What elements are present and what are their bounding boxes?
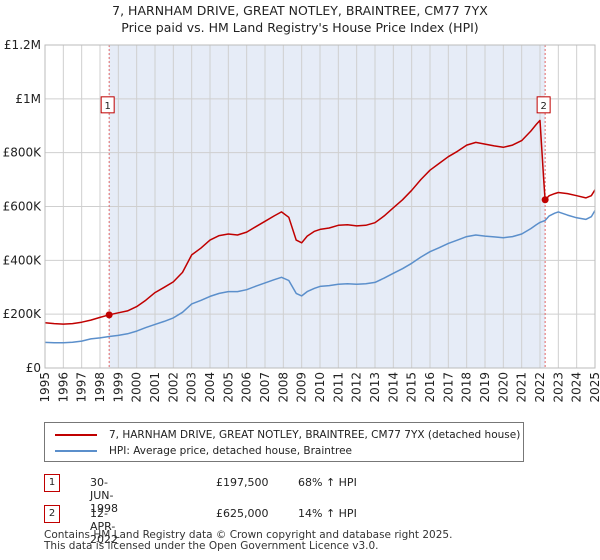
x-tick-label: 2002 — [166, 372, 180, 403]
chart-title-line1: 7, HARNHAM DRIVE, GREAT NOTLEY, BRAINTRE… — [112, 3, 488, 18]
sale-price-2: £625,000 — [216, 507, 269, 520]
x-tick-label: 1997 — [75, 372, 89, 403]
x-tick-label: 1995 — [38, 372, 52, 403]
chart-title-line2: Price paid vs. HM Land Registry's House … — [121, 20, 479, 35]
x-tick-label: 2006 — [240, 372, 254, 403]
sale-2-marker-label: 2 — [540, 101, 546, 112]
sale-hpi-change-2: 14% ↑ HPI — [298, 507, 357, 520]
y-tick-label: £600K — [3, 200, 43, 214]
chart-title: 7, HARNHAM DRIVE, GREAT NOTLEY, BRAINTRE… — [0, 2, 600, 36]
x-tick-label: 2010 — [313, 372, 327, 403]
y-tick-label: £800K — [3, 146, 43, 160]
footer: Contains HM Land Registry data © Crown c… — [44, 530, 452, 552]
y-tick-label: £1.2M — [4, 38, 41, 52]
legend-label-property: 7, HARNHAM DRIVE, GREAT NOTLEY, BRAINTRE… — [109, 429, 521, 441]
x-tick-label: 2016 — [423, 372, 437, 403]
x-tick-label: 2007 — [258, 372, 272, 403]
sale-hpi-change-1: 68% ↑ HPI — [298, 476, 357, 489]
x-tick-label: 2012 — [350, 372, 364, 403]
x-tick-label: 2008 — [276, 372, 290, 403]
x-tick-label: 1998 — [93, 372, 107, 403]
legend: 7, HARNHAM DRIVE, GREAT NOTLEY, BRAINTRE… — [44, 422, 524, 462]
sale-marker-1: 1 — [44, 474, 60, 492]
legend-item-property: 7, HARNHAM DRIVE, GREAT NOTLEY, BRAINTRE… — [55, 428, 520, 442]
sale-date-1: 30-JUN-1998 — [90, 476, 118, 515]
y-tick-label: £0 — [26, 361, 41, 375]
sale-price-1: £197,500 — [216, 476, 269, 489]
x-tick-label: 2022 — [533, 372, 547, 403]
legend-label-hpi: HPI: Average price, detached house, Brai… — [109, 445, 353, 457]
x-tick-label: 2003 — [185, 372, 199, 403]
x-tick-label: 2024 — [570, 372, 584, 403]
x-tick-label: 2019 — [478, 372, 492, 403]
x-tick-label: 2000 — [130, 372, 144, 403]
sale-2-point — [541, 196, 549, 204]
price-chart: £0 £200K £400K £600K £800K £1M £1.2M 1995 1996 1… — [3, 38, 600, 403]
x-tick-label: 2013 — [368, 372, 382, 403]
footer-copyright: Contains HM Land Registry data © Crown c… — [44, 529, 453, 541]
x-tick-label: 2009 — [295, 372, 309, 403]
x-tick-label: 2015 — [405, 372, 419, 403]
sale-1-marker-label: 1 — [104, 101, 110, 112]
x-tick-label: 1996 — [56, 372, 70, 403]
x-tick-label: 2001 — [148, 372, 162, 403]
x-tick-label: 1999 — [111, 372, 125, 403]
footer-licence: This data is licensed under the Open Gov… — [44, 540, 379, 552]
x-tick-label: 2004 — [203, 372, 217, 403]
sale-2-marker-box — [536, 96, 551, 114]
sale-marker-2: 2 — [44, 505, 60, 523]
x-tick-label: 2011 — [331, 372, 345, 403]
x-tick-label: 2025 — [588, 372, 600, 403]
y-tick-label: £1M — [15, 92, 41, 106]
sale-date-2: 12-APR-2022 — [90, 507, 118, 546]
x-tick-label: 2005 — [221, 372, 235, 403]
x-tick-label: 2020 — [496, 372, 510, 403]
sale-1-point — [105, 311, 113, 319]
x-tick-label: 2018 — [460, 372, 474, 403]
x-tick-label: 2023 — [551, 372, 565, 403]
x-tick-label: 2014 — [386, 372, 400, 403]
y-tick-label: £400K — [3, 253, 43, 267]
legend-item-hpi: HPI: Average price, detached house, Brai… — [55, 444, 352, 458]
plot-area — [44, 44, 596, 369]
y-tick-label: £200K — [3, 307, 43, 321]
legend-swatch-property — [55, 434, 97, 436]
x-tick-label: 2021 — [515, 372, 529, 403]
x-tick-label: 2017 — [441, 372, 455, 403]
sale-1-marker-box — [100, 96, 115, 114]
series-line-property — [44, 119, 596, 325]
legend-swatch-hpi — [55, 450, 97, 452]
series-line-hpi — [44, 210, 596, 344]
